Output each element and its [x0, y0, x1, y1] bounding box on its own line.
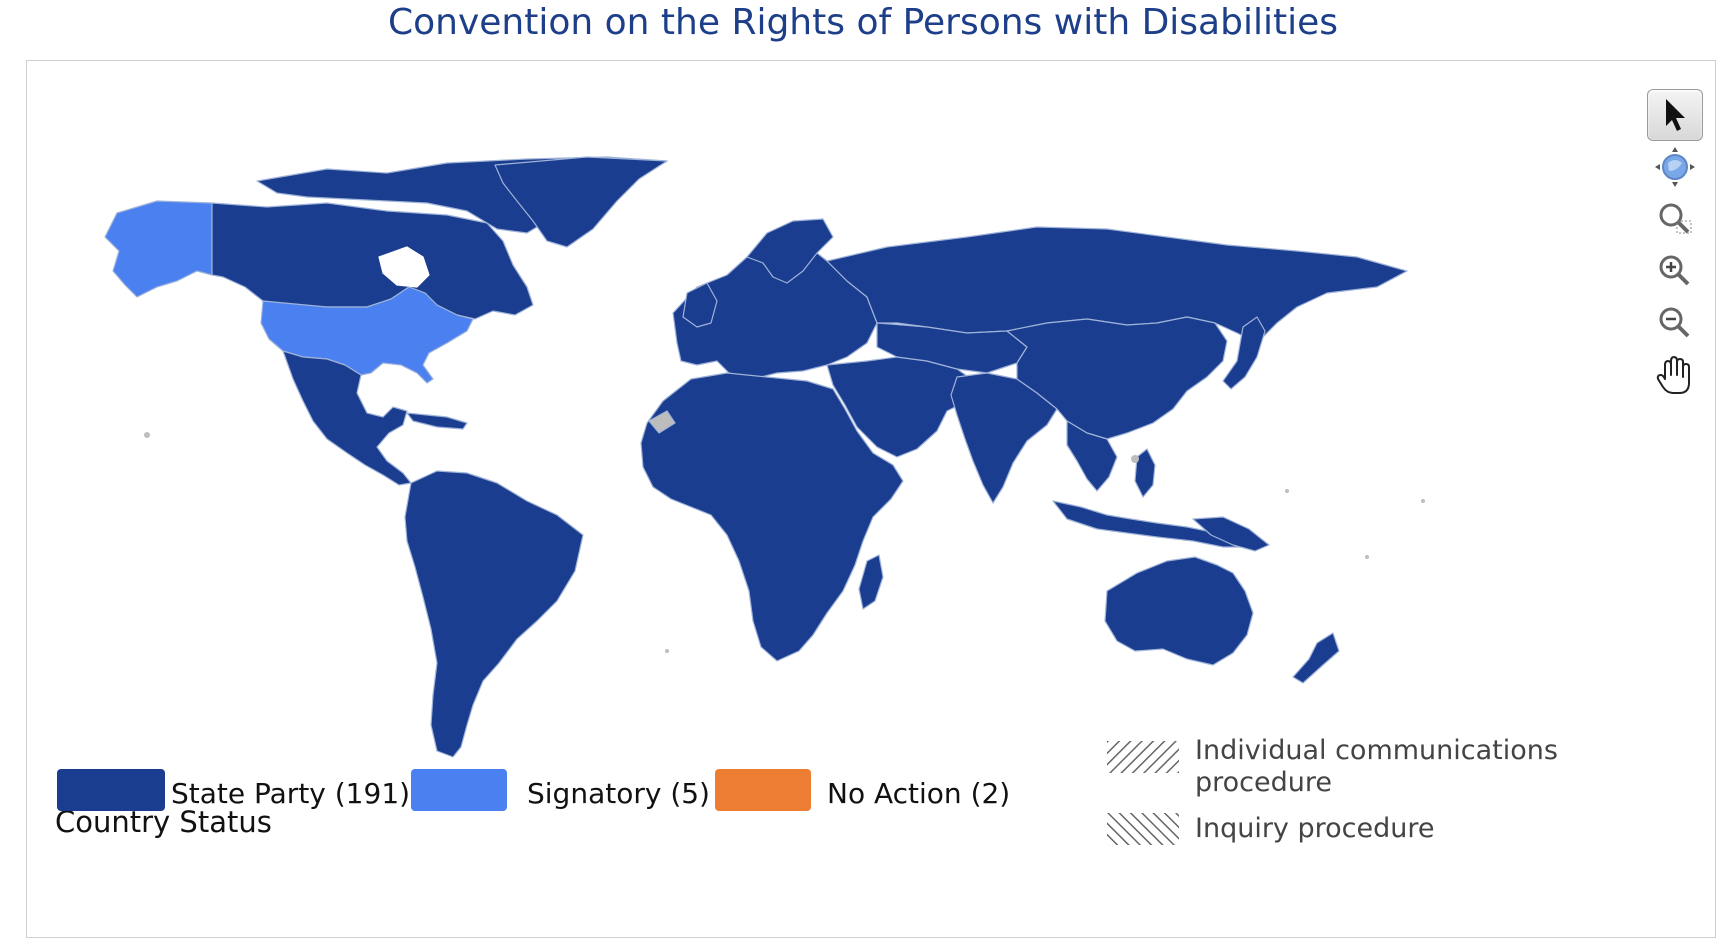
- legend-swatch-signatory: [411, 769, 507, 811]
- pan-hand-button[interactable]: [1647, 349, 1703, 401]
- region-southeast-asia[interactable]: [1066, 420, 1118, 492]
- region-caribbean[interactable]: [406, 412, 468, 430]
- map-panel: Country Status State Party (191) Signato…: [26, 60, 1716, 938]
- globe-icon: [1655, 147, 1695, 187]
- zoom-out-button[interactable]: [1647, 297, 1703, 349]
- island-marker: [144, 432, 150, 438]
- zoom-box-button[interactable]: [1647, 193, 1703, 245]
- island-marker: [1421, 499, 1425, 503]
- region-new-guinea[interactable]: [1192, 516, 1270, 552]
- region-south-america[interactable]: [404, 470, 584, 758]
- island-marker: [1285, 489, 1289, 493]
- legend-label-inquiry-procedure: Inquiry procedure: [1195, 813, 1435, 844]
- region-africa[interactable]: [640, 372, 904, 662]
- world-map[interactable]: [27, 61, 1715, 937]
- region-western-sahara[interactable]: [648, 410, 676, 434]
- region-mexico[interactable]: [282, 350, 412, 486]
- legend-label-signatory: Signatory (5): [527, 777, 710, 810]
- select-tool-button[interactable]: [1647, 89, 1703, 141]
- region-madagascar[interactable]: [858, 554, 884, 610]
- legend-swatch-state-party: [57, 769, 165, 811]
- legend-label-line: procedure: [1195, 767, 1332, 798]
- island-marker: [665, 649, 669, 653]
- region-new-zealand[interactable]: [1292, 632, 1340, 684]
- region-philippines[interactable]: [1134, 448, 1156, 498]
- hatch-diagonal-swatch: [1107, 741, 1179, 773]
- region-hudson-bay: [378, 246, 430, 288]
- region-central-asia[interactable]: [876, 322, 1028, 374]
- map-title: Convention on the Rights of Persons with…: [387, 2, 1338, 43]
- region-uk-ireland[interactable]: [682, 282, 718, 328]
- legend-swatch-no-action: [715, 769, 811, 811]
- region-china[interactable]: [1006, 316, 1228, 440]
- region-greenland[interactable]: [494, 156, 668, 248]
- legend-label-line: Individual communications: [1195, 735, 1558, 766]
- legend-label-state-party: State Party (191): [171, 777, 411, 810]
- pan-globe-button[interactable]: [1647, 141, 1703, 193]
- island-marker: [1131, 455, 1139, 463]
- legend-label-no-action: No Action (2): [827, 777, 1011, 810]
- legend-label-individual-communications: Individual communications procedure: [1195, 735, 1558, 799]
- hatch-reverse-swatch: [1107, 813, 1179, 845]
- zoom-out-icon: [1659, 307, 1690, 338]
- zoom-box-icon: [1659, 203, 1692, 234]
- zoom-in-button[interactable]: [1647, 245, 1703, 297]
- region-scandinavia[interactable]: [746, 218, 834, 284]
- cursor-arrow-icon: [1666, 99, 1685, 131]
- region-australia[interactable]: [1104, 556, 1254, 666]
- region-alaska[interactable]: [104, 200, 213, 298]
- region-japan[interactable]: [1222, 316, 1266, 390]
- zoom-in-icon: [1659, 255, 1690, 286]
- island-marker: [1365, 555, 1369, 559]
- hand-icon: [1656, 356, 1690, 394]
